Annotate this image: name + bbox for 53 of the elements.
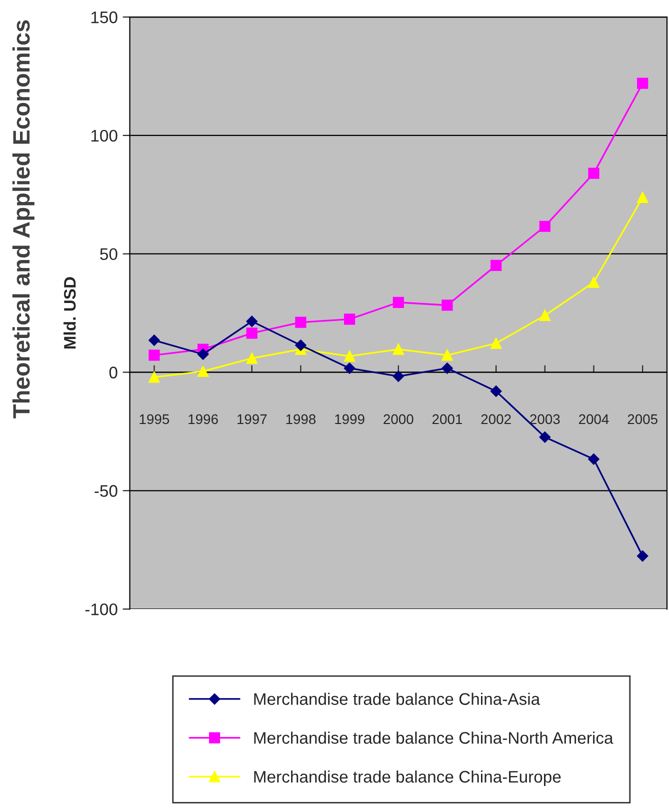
point: [490, 338, 502, 349]
x-tick-label: 1998: [286, 414, 316, 424]
y-tick-label: -50: [94, 485, 118, 497]
point: [490, 386, 502, 397]
point: [295, 340, 306, 351]
x-tick-label: 1997: [237, 414, 267, 424]
y-tick-label: 150: [91, 11, 118, 24]
x-tick-label: 2003: [530, 414, 560, 424]
point: [148, 350, 160, 361]
point: [636, 550, 648, 562]
legend-label: Merchandise trade balance China-Europe: [254, 770, 561, 786]
x-tick-label: 2005: [628, 414, 658, 424]
text: Theoretical and Applied Economics: [12, 20, 34, 418]
point: [637, 78, 648, 89]
point: [246, 316, 258, 327]
point: [588, 168, 600, 179]
point: [392, 370, 404, 382]
x-tick-label: 2004: [578, 414, 609, 424]
y-tick-label: 0: [109, 366, 118, 378]
legend-label: Merchandise trade balance China-Asia: [254, 692, 540, 705]
x-tick-label: 1999: [335, 414, 364, 424]
point: [344, 350, 356, 362]
point: [539, 432, 551, 443]
point: [246, 328, 258, 339]
x-tick-label: 2000: [384, 414, 414, 424]
x-tick-label: 1996: [188, 414, 218, 424]
point: [197, 348, 209, 360]
point: [344, 314, 356, 325]
point: [392, 296, 404, 308]
y-axis-title: Mld. USD: [64, 277, 76, 349]
point: [442, 300, 453, 311]
point: [392, 344, 404, 355]
x-tick-label: 1995: [140, 414, 170, 424]
point: [246, 352, 258, 364]
point: [148, 334, 160, 346]
point: [539, 220, 550, 232]
x-tick-label: 2002: [481, 414, 511, 424]
point: [442, 350, 453, 361]
point: [588, 454, 600, 465]
point: [588, 276, 600, 288]
y-tick-label: 50: [100, 248, 118, 260]
point: [442, 362, 453, 374]
point: [637, 192, 648, 204]
point: [295, 316, 306, 328]
point: [148, 372, 160, 383]
point: [344, 362, 356, 374]
point: [490, 260, 502, 272]
legend-label: Merchandise trade balance China-North America: [254, 732, 614, 744]
x-tick-label: 2001: [432, 414, 462, 424]
point: [539, 310, 550, 321]
point: [197, 366, 209, 377]
y-tick-label: 100: [91, 130, 118, 142]
y-tick-label: -100: [85, 603, 118, 616]
